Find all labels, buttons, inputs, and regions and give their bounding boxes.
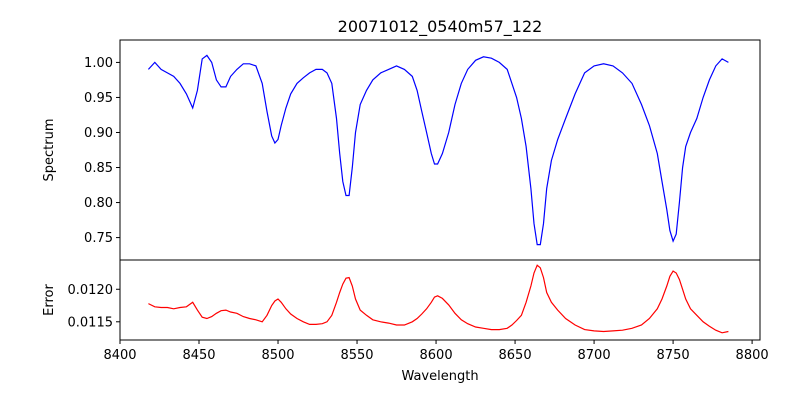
x-axis-label: Wavelength	[401, 369, 478, 384]
error-y-axis-label: Error	[42, 284, 57, 316]
error-y-tick-label: 0.0120	[68, 283, 114, 298]
spectrum-y-tick-label: 0.90	[84, 126, 113, 141]
error-line	[148, 264, 729, 334]
figure-title: 20071012_0540m57_122	[338, 17, 543, 37]
spectrum-y-axis-label: Spectrum	[42, 119, 57, 182]
x-tick-label: 8800	[736, 348, 769, 363]
x-tick-label: 8450	[182, 348, 215, 363]
x-tick-label: 8650	[499, 348, 532, 363]
x-tick-label: 8550	[340, 348, 373, 363]
spectrum-y-tick-label: 0.80	[84, 196, 113, 211]
error-y-tick-label: 0.0115	[68, 315, 114, 330]
error-panel: 0.0115 0.0120 8400 8450 8500 8550 8600 8650 870…	[42, 259, 769, 384]
spectrum-y-tick-label: 0.85	[84, 161, 113, 176]
x-ticks: 8400 8450 8500 8550 8600 8650 8700 8750 8800	[103, 340, 769, 363]
spectrum-y-tick-label: 0.75	[84, 231, 113, 246]
error-axes-frame	[119, 259, 761, 341]
spectrum-panel: 0.75 0.80 0.85 0.90 0.95 1.00 Spectrum	[42, 39, 761, 261]
x-tick-label: 8600	[420, 348, 453, 363]
error-y-ticks: 0.0115 0.0120	[68, 283, 120, 330]
spectrum-y-tick-label: 1.00	[84, 56, 113, 71]
x-tick-label: 8700	[578, 348, 611, 363]
spectrum-y-tick-label: 0.95	[84, 91, 113, 106]
x-tick-label: 8400	[103, 348, 136, 363]
x-tick-label: 8750	[657, 348, 690, 363]
x-tick-label: 8500	[261, 348, 294, 363]
spectrum-y-ticks: 0.75 0.80 0.85 0.90 0.95 1.00	[84, 56, 120, 246]
spectrum-line	[147, 54, 729, 246]
